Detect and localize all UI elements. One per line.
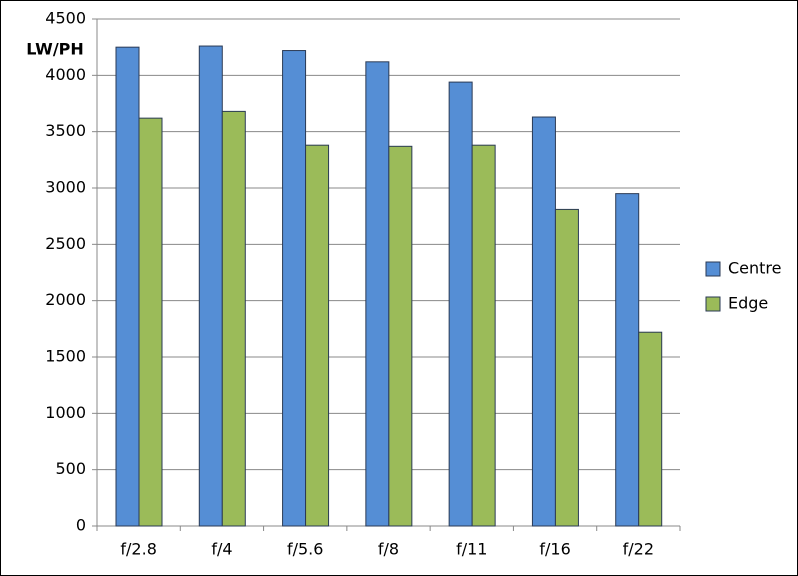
y-tick-label: 4000 <box>45 65 86 84</box>
bar <box>448 81 473 527</box>
legend-label: Centre <box>728 259 782 278</box>
y-tick-label: 1500 <box>45 347 86 366</box>
bar <box>138 117 163 527</box>
legend-swatch <box>705 261 721 277</box>
y-tick-label: 2000 <box>45 290 86 309</box>
bar <box>388 145 413 527</box>
y-axis-label: LW/PH <box>26 40 84 59</box>
x-tick-label: f/11 <box>456 540 487 559</box>
x-tick-label: f/22 <box>623 540 654 559</box>
x-tick-label: f/5.6 <box>287 540 323 559</box>
y-tick-label: 500 <box>55 459 86 478</box>
bar <box>554 208 579 527</box>
bar <box>221 110 246 527</box>
x-tick-label: f/8 <box>378 540 399 559</box>
y-tick-label: 4500 <box>45 9 86 28</box>
bar <box>615 193 640 527</box>
legend-swatch <box>705 296 721 312</box>
y-tick-label: 3000 <box>45 178 86 197</box>
y-tick-label: 2500 <box>45 234 86 253</box>
bar <box>365 61 390 527</box>
bar <box>531 116 556 527</box>
legend-label: Edge <box>728 294 768 313</box>
y-tick-label: 1000 <box>45 403 86 422</box>
x-tick-label: f/16 <box>539 540 570 559</box>
bar <box>305 144 330 527</box>
bar <box>282 50 307 527</box>
bar <box>471 144 496 527</box>
x-tick-label: f/2.8 <box>120 540 156 559</box>
bar <box>198 45 223 527</box>
y-tick-label: 3500 <box>45 121 86 140</box>
bar <box>115 46 140 527</box>
y-tick-label: 0 <box>76 516 86 535</box>
x-tick-label: f/4 <box>211 540 232 559</box>
bar <box>638 331 663 527</box>
